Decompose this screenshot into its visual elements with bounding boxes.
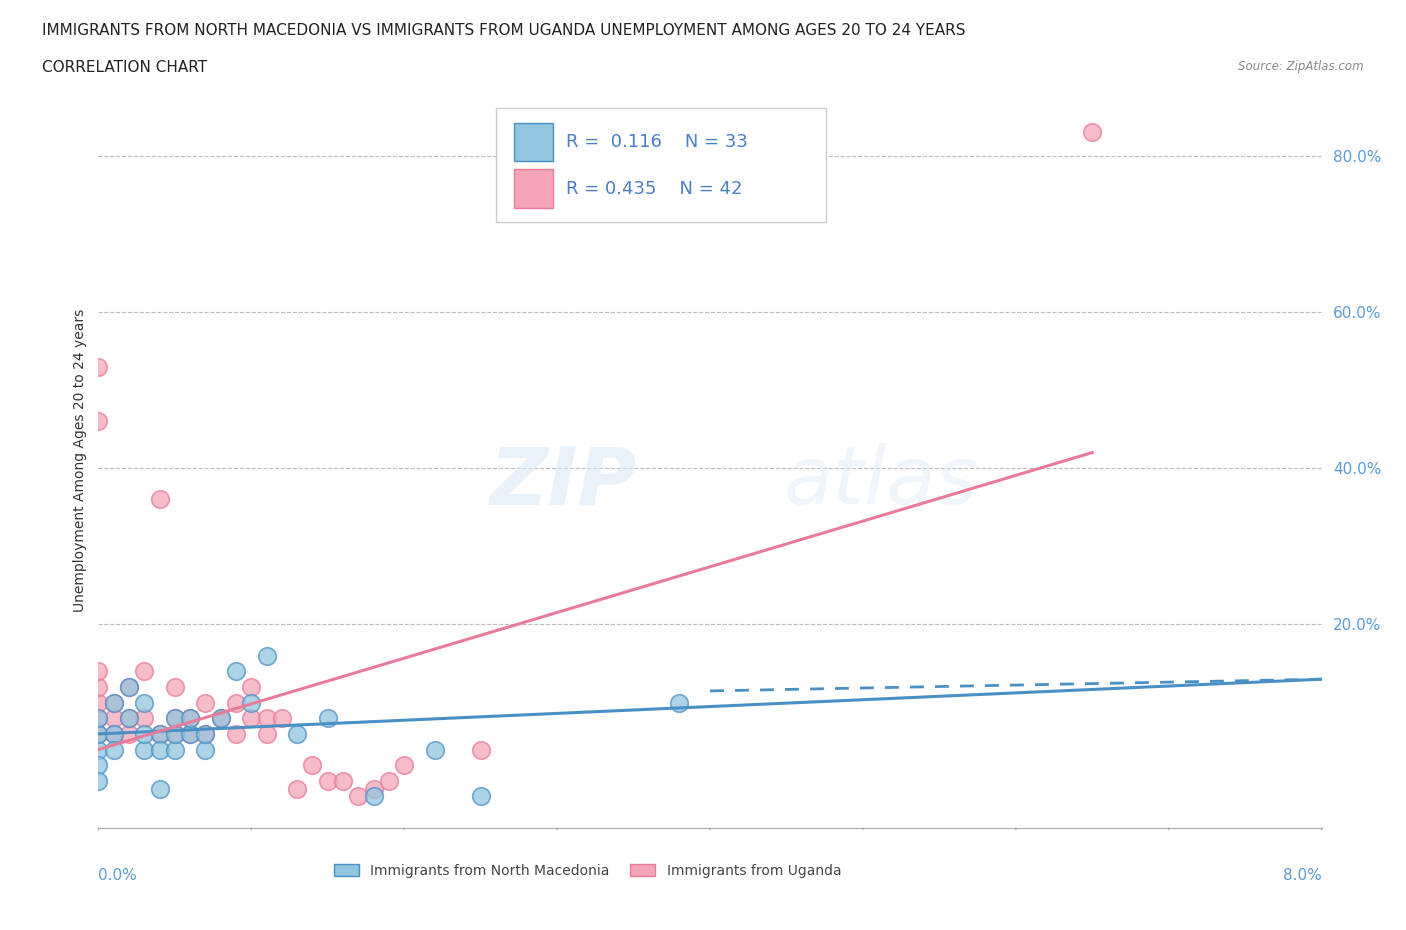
Point (363, 781, 385, 796)
Point (194, 726, 217, 741)
Point (103, 726, 125, 741)
Point (301, 758, 323, 773)
Point (470, 742, 492, 757)
Point (103, 711, 125, 725)
Point (316, 711, 339, 725)
Point (87, 359, 110, 374)
Point (87, 414, 110, 429)
Point (668, 696, 690, 711)
Point (470, 789, 492, 804)
Point (149, 742, 172, 757)
Point (103, 726, 125, 741)
Point (149, 492, 172, 507)
Text: IMMIGRANTS FROM NORTH MACEDONIA VS IMMIGRANTS FROM UGANDA UNEMPLOYMENT AMONG AGE: IMMIGRANTS FROM NORTH MACEDONIA VS IMMIG… (42, 23, 966, 38)
Point (134, 664, 156, 679)
Point (134, 742, 156, 757)
Point (392, 758, 416, 773)
Text: CORRELATION CHART: CORRELATION CHART (42, 60, 207, 75)
FancyBboxPatch shape (515, 123, 554, 161)
Point (179, 726, 201, 741)
Point (149, 781, 172, 796)
Point (1081, 125, 1104, 140)
Point (347, 789, 370, 804)
Point (240, 680, 263, 695)
Point (225, 664, 247, 679)
Legend: Immigrants from North Macedonia, Immigrants from Uganda: Immigrants from North Macedonia, Immigra… (329, 858, 846, 883)
Y-axis label: Unemployment Among Ages 20 to 24 years: Unemployment Among Ages 20 to 24 years (73, 309, 87, 612)
Point (225, 726, 247, 741)
Text: Source: ZipAtlas.com: Source: ZipAtlas.com (1239, 60, 1364, 73)
Text: 0.0%: 0.0% (98, 868, 138, 884)
Point (194, 742, 217, 757)
Point (103, 696, 125, 711)
Point (149, 726, 172, 741)
Point (163, 711, 186, 725)
Point (285, 726, 308, 741)
Point (87, 696, 110, 711)
Point (134, 726, 156, 741)
FancyBboxPatch shape (515, 169, 554, 207)
Point (118, 711, 141, 725)
Point (103, 696, 125, 711)
Point (163, 711, 186, 725)
Point (316, 774, 339, 789)
Point (363, 789, 385, 804)
FancyBboxPatch shape (496, 108, 827, 221)
Point (179, 711, 201, 725)
Point (179, 711, 201, 725)
Point (194, 696, 217, 711)
Point (163, 726, 186, 741)
Point (87, 726, 110, 741)
Text: 8.0%: 8.0% (1282, 868, 1322, 884)
Point (209, 711, 232, 725)
Point (87, 711, 110, 725)
Point (225, 696, 247, 711)
Point (270, 711, 294, 725)
Point (118, 711, 141, 725)
Point (332, 774, 354, 789)
Point (240, 696, 263, 711)
Point (118, 726, 141, 741)
Point (87, 774, 110, 789)
Point (256, 648, 278, 663)
Point (87, 711, 110, 725)
Point (87, 680, 110, 695)
Point (87, 758, 110, 773)
Point (134, 696, 156, 711)
Text: atlas: atlas (783, 444, 979, 522)
Point (285, 781, 308, 796)
Point (87, 742, 110, 757)
Point (118, 680, 141, 695)
Text: R =  0.116    N = 33: R = 0.116 N = 33 (565, 133, 748, 152)
Point (163, 726, 186, 741)
Point (118, 680, 141, 695)
Point (134, 711, 156, 725)
Point (256, 726, 278, 741)
Point (103, 742, 125, 757)
Point (423, 742, 446, 757)
Point (240, 711, 263, 725)
Point (378, 774, 401, 789)
Point (87, 664, 110, 679)
Point (163, 742, 186, 757)
Point (194, 726, 217, 741)
Point (179, 726, 201, 741)
Point (87, 726, 110, 741)
Point (149, 726, 172, 741)
Point (256, 711, 278, 725)
Point (209, 711, 232, 725)
Text: R = 0.435    N = 42: R = 0.435 N = 42 (565, 179, 742, 197)
Point (163, 680, 186, 695)
Text: ZIP: ZIP (489, 444, 637, 522)
